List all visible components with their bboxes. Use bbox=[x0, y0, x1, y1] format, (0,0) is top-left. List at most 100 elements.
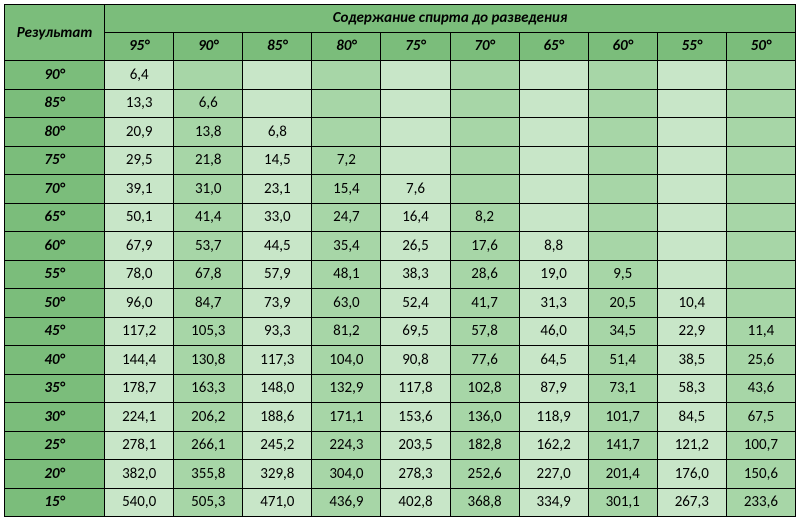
table-cell: 8,8 bbox=[519, 232, 588, 261]
table-cell bbox=[726, 146, 795, 175]
table-cell: 39,1 bbox=[105, 175, 174, 204]
table-cell: 96,0 bbox=[105, 289, 174, 318]
table-cell: 46,0 bbox=[519, 317, 588, 346]
table-cell: 329,8 bbox=[243, 460, 312, 489]
table-cell: 148,0 bbox=[243, 374, 312, 403]
table-cell: 368,8 bbox=[450, 488, 519, 517]
table-cell: 7,2 bbox=[312, 146, 381, 175]
table-cell: 67,8 bbox=[174, 260, 243, 289]
row-header: 25° bbox=[5, 431, 105, 460]
table-row: 50°96,084,773,963,052,441,731,320,510,4 bbox=[5, 289, 796, 318]
column-header: 70° bbox=[450, 33, 519, 61]
row-header: 85° bbox=[5, 89, 105, 118]
table-cell: 7,6 bbox=[381, 175, 450, 204]
table-cell bbox=[174, 61, 243, 90]
table-cell bbox=[726, 175, 795, 204]
table-cell: 25,6 bbox=[726, 346, 795, 375]
table-cell: 43,6 bbox=[726, 374, 795, 403]
table-cell: 41,4 bbox=[174, 203, 243, 232]
table-cell: 334,9 bbox=[519, 488, 588, 517]
table-cell: 132,9 bbox=[312, 374, 381, 403]
table-cell: 224,1 bbox=[105, 403, 174, 432]
table-cell: 171,1 bbox=[312, 403, 381, 432]
table-cell: 505,3 bbox=[174, 488, 243, 517]
table-cell: 6,4 bbox=[105, 61, 174, 90]
table-cell: 50,1 bbox=[105, 203, 174, 232]
table-cell bbox=[519, 175, 588, 204]
row-header: 75° bbox=[5, 146, 105, 175]
table-row: 45°117,2105,393,381,269,557,846,034,522,… bbox=[5, 317, 796, 346]
table-cell: 48,1 bbox=[312, 260, 381, 289]
table-cell: 14,5 bbox=[243, 146, 312, 175]
columns-span-header: Содержание спирта до разведения bbox=[105, 5, 796, 33]
table-cell: 35,4 bbox=[312, 232, 381, 261]
row-header: 15° bbox=[5, 488, 105, 517]
table-row: 80°20,913,86,8 bbox=[5, 118, 796, 147]
table-cell: 144,4 bbox=[105, 346, 174, 375]
table-cell: 17,6 bbox=[450, 232, 519, 261]
table-cell bbox=[726, 203, 795, 232]
table-cell bbox=[657, 260, 726, 289]
table-row: 65°50,141,433,024,716,48,2 bbox=[5, 203, 796, 232]
table-cell: 233,6 bbox=[726, 488, 795, 517]
column-header: 85° bbox=[243, 33, 312, 61]
table-cell: 163,3 bbox=[174, 374, 243, 403]
column-header: 60° bbox=[588, 33, 657, 61]
table-cell: 57,9 bbox=[243, 260, 312, 289]
column-header: 90° bbox=[174, 33, 243, 61]
row-header: 55° bbox=[5, 260, 105, 289]
table-cell: 9,5 bbox=[588, 260, 657, 289]
table-cell: 38,5 bbox=[657, 346, 726, 375]
table-cell: 77,6 bbox=[450, 346, 519, 375]
table-cell: 266,1 bbox=[174, 431, 243, 460]
row-header: 90° bbox=[5, 61, 105, 90]
table-cell bbox=[450, 61, 519, 90]
column-header: 75° bbox=[381, 33, 450, 61]
table-cell bbox=[726, 260, 795, 289]
row-header: 70° bbox=[5, 175, 105, 204]
table-row: 15°540,0505,3471,0436,9402,8368,8334,930… bbox=[5, 488, 796, 517]
table-cell: 81,2 bbox=[312, 317, 381, 346]
table-cell: 58,3 bbox=[657, 374, 726, 403]
table-cell: 67,9 bbox=[105, 232, 174, 261]
table-body: 90°6,485°13,36,680°20,913,86,875°29,521,… bbox=[5, 61, 796, 517]
table-cell: 15,4 bbox=[312, 175, 381, 204]
table-cell bbox=[381, 61, 450, 90]
table-cell: 21,8 bbox=[174, 146, 243, 175]
table-row: 20°382,0355,8329,8304,0278,3252,6227,020… bbox=[5, 460, 796, 489]
table-cell: 28,6 bbox=[450, 260, 519, 289]
table-cell bbox=[657, 118, 726, 147]
table-cell: 117,8 bbox=[381, 374, 450, 403]
table-cell: 141,7 bbox=[588, 431, 657, 460]
table-cell: 73,1 bbox=[588, 374, 657, 403]
column-headers-row: 95°90°85°80°75°70°65°60°55°50° bbox=[5, 33, 796, 61]
table-cell: 100,7 bbox=[726, 431, 795, 460]
table-row: 75°29,521,814,57,2 bbox=[5, 146, 796, 175]
table-cell: 6,8 bbox=[243, 118, 312, 147]
table-cell: 13,8 bbox=[174, 118, 243, 147]
table-cell bbox=[726, 89, 795, 118]
table-cell: 93,3 bbox=[243, 317, 312, 346]
table-cell: 188,6 bbox=[243, 403, 312, 432]
table-cell: 41,7 bbox=[450, 289, 519, 318]
table-cell bbox=[519, 203, 588, 232]
table-cell bbox=[588, 61, 657, 90]
table-cell: 252,6 bbox=[450, 460, 519, 489]
table-cell bbox=[726, 232, 795, 261]
table-cell: 153,6 bbox=[381, 403, 450, 432]
table-cell bbox=[657, 232, 726, 261]
table-cell: 67,5 bbox=[726, 403, 795, 432]
table-cell: 101,7 bbox=[588, 403, 657, 432]
table-row: 55°78,067,857,948,138,328,619,09,5 bbox=[5, 260, 796, 289]
table-cell bbox=[243, 61, 312, 90]
table-cell: 117,3 bbox=[243, 346, 312, 375]
table-cell: 64,5 bbox=[519, 346, 588, 375]
result-header: Результат bbox=[5, 5, 105, 61]
table-cell: 304,0 bbox=[312, 460, 381, 489]
table-cell bbox=[657, 61, 726, 90]
column-header: 80° bbox=[312, 33, 381, 61]
table-cell: 20,5 bbox=[588, 289, 657, 318]
table-header: Результат Содержание спирта до разведени… bbox=[5, 5, 796, 61]
table-cell: 31,3 bbox=[519, 289, 588, 318]
table-cell: 227,0 bbox=[519, 460, 588, 489]
